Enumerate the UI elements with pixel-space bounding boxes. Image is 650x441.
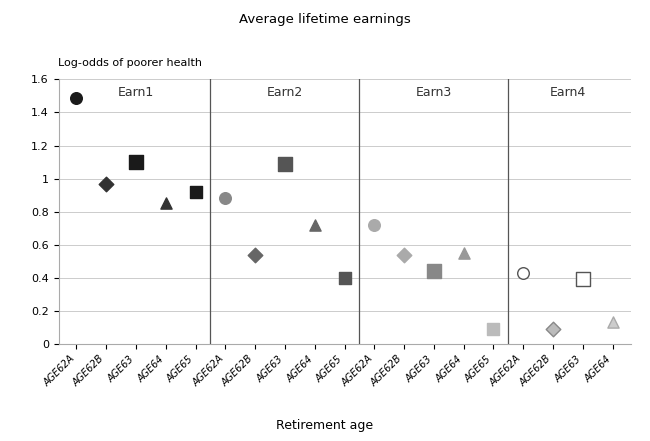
Text: Log-odds of poorer health: Log-odds of poorer health bbox=[58, 58, 203, 68]
Point bbox=[399, 251, 410, 258]
Point bbox=[101, 180, 111, 187]
Point bbox=[458, 250, 469, 257]
Point bbox=[220, 195, 231, 202]
Point bbox=[369, 221, 380, 228]
Text: Average lifetime earnings: Average lifetime earnings bbox=[239, 13, 411, 26]
Text: Earn3: Earn3 bbox=[416, 86, 452, 99]
Point bbox=[548, 325, 558, 333]
Point bbox=[578, 276, 588, 283]
Point bbox=[607, 319, 618, 326]
Text: Earn2: Earn2 bbox=[266, 86, 303, 99]
Point bbox=[280, 160, 290, 167]
Point bbox=[488, 325, 499, 333]
Point bbox=[131, 158, 141, 165]
Point bbox=[518, 269, 528, 277]
Point bbox=[429, 268, 439, 275]
Text: Earn4: Earn4 bbox=[550, 86, 586, 99]
Point bbox=[71, 94, 82, 101]
Point bbox=[309, 221, 320, 228]
Text: Earn1: Earn1 bbox=[118, 86, 154, 99]
Text: Retirement age: Retirement age bbox=[276, 419, 374, 432]
Point bbox=[339, 274, 350, 281]
Point bbox=[190, 188, 201, 195]
Point bbox=[161, 200, 171, 207]
Point bbox=[250, 251, 260, 258]
